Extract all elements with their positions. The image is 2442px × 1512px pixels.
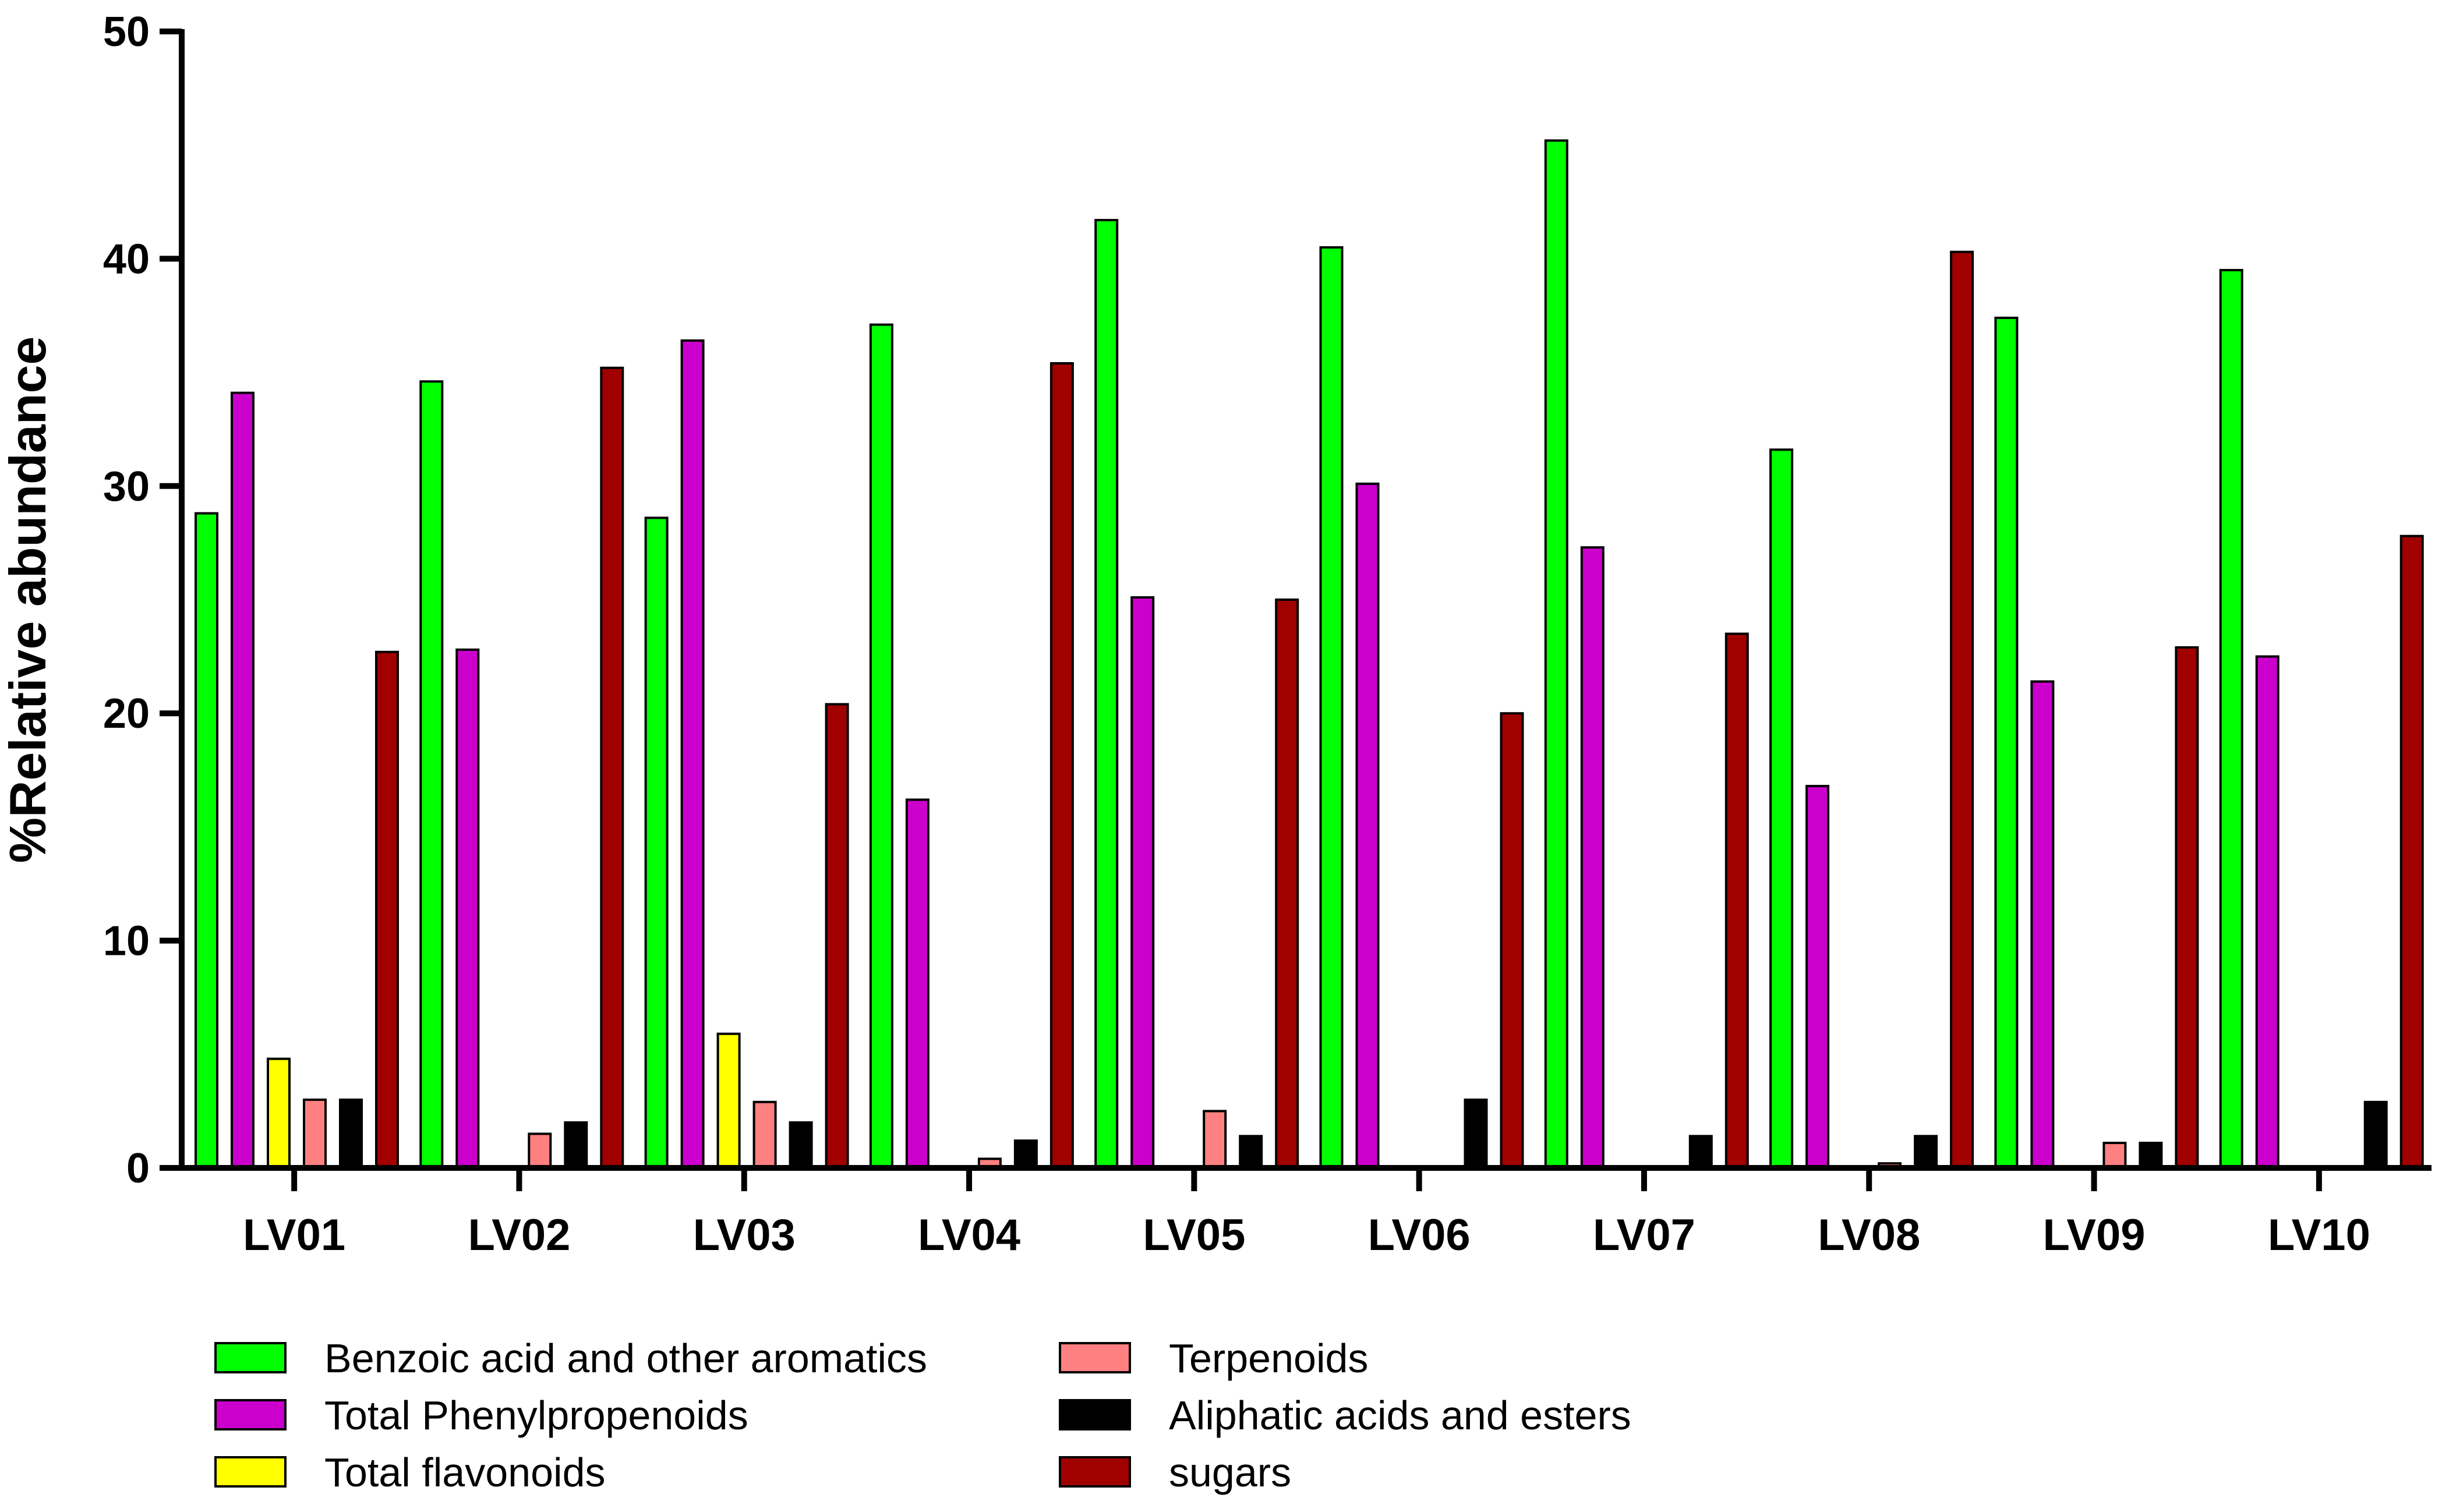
y-tick-label: 50 bbox=[103, 9, 150, 55]
bar-lv04-5 bbox=[1049, 362, 1074, 1169]
bar-lv09-1 bbox=[2030, 680, 2055, 1169]
bar-lv03-4 bbox=[789, 1121, 813, 1170]
bar-lv09-3 bbox=[2102, 1142, 2127, 1170]
legend-label-3: Terpenoids bbox=[1169, 1336, 1368, 1381]
x-tick-label-lv07: LV07 bbox=[1593, 1210, 1695, 1260]
x-tick-label-lv06: LV06 bbox=[1368, 1210, 1471, 1260]
bar-lv06-1 bbox=[1355, 482, 1380, 1169]
x-tick-label-lv02: LV02 bbox=[468, 1210, 570, 1260]
bar-lv01-5 bbox=[375, 650, 399, 1169]
bar-lv01-4 bbox=[339, 1098, 363, 1170]
bar-lv05-1 bbox=[1130, 596, 1155, 1169]
bar-lv03-1 bbox=[680, 339, 705, 1169]
y-axis-title: %Relative abundance bbox=[0, 337, 56, 863]
bar-lv03-5 bbox=[825, 703, 849, 1169]
x-tick-label-lv09: LV09 bbox=[2043, 1210, 2146, 1260]
bar-lv06-4 bbox=[1464, 1098, 1488, 1170]
bar-lv09-0 bbox=[1994, 316, 2019, 1169]
bar-lv07-0 bbox=[1544, 139, 1568, 1170]
bar-lv04-4 bbox=[1013, 1139, 1038, 1169]
bar-lv02-0 bbox=[419, 380, 444, 1170]
bar-lv07-5 bbox=[1724, 632, 1749, 1170]
bar-lv05-5 bbox=[1275, 599, 1299, 1169]
bar-lv04-0 bbox=[869, 323, 893, 1170]
legend-label-5: sugars bbox=[1169, 1450, 1291, 1495]
legend-swatch-4 bbox=[1059, 1399, 1131, 1430]
legend-swatch-0 bbox=[214, 1342, 287, 1373]
bar-lv06-5 bbox=[1500, 712, 1524, 1169]
legend-swatch-1 bbox=[214, 1399, 287, 1430]
y-tick-label: 10 bbox=[103, 918, 150, 965]
x-tick-label-lv01: LV01 bbox=[243, 1210, 345, 1260]
legend-label-1: Total Phenylpropenoids bbox=[324, 1393, 748, 1438]
bar-lv06-0 bbox=[1319, 246, 1344, 1169]
bar-lv03-2 bbox=[716, 1032, 741, 1169]
bar-lv08-1 bbox=[1805, 785, 1830, 1170]
bar-lv10-5 bbox=[2399, 534, 2424, 1169]
x-tick-label-lv08: LV08 bbox=[1818, 1210, 1920, 1260]
legend-swatch-2 bbox=[214, 1456, 287, 1488]
y-tick-label: 20 bbox=[103, 691, 150, 737]
bar-lv05-3 bbox=[1203, 1110, 1227, 1170]
bar-lv01-0 bbox=[195, 512, 218, 1170]
bar-lv01-3 bbox=[303, 1098, 327, 1170]
bar-lv02-4 bbox=[564, 1121, 588, 1170]
bar-lv10-0 bbox=[2219, 268, 2243, 1169]
legend-swatch-5 bbox=[1059, 1456, 1131, 1488]
bar-lv02-1 bbox=[455, 648, 480, 1169]
legend-swatch-3 bbox=[1059, 1342, 1131, 1373]
bar-lv02-5 bbox=[600, 366, 624, 1169]
y-tick-label: 0 bbox=[126, 1145, 150, 1192]
x-tick-label-lv03: LV03 bbox=[693, 1210, 796, 1260]
bar-lv09-5 bbox=[2175, 646, 2199, 1169]
x-tick-label-lv10: LV10 bbox=[2268, 1210, 2370, 1260]
x-tick-label-lv04: LV04 bbox=[918, 1210, 1020, 1260]
bar-lv08-0 bbox=[1769, 448, 1794, 1169]
bar-lv01-1 bbox=[231, 391, 255, 1170]
bar-lv10-1 bbox=[2255, 655, 2280, 1169]
y-tick-label: 30 bbox=[103, 463, 150, 510]
legend-label-2: Total flavonoids bbox=[324, 1450, 606, 1495]
legend-label-4: Aliphatic acids and esters bbox=[1169, 1393, 1631, 1438]
bar-lv04-1 bbox=[905, 798, 930, 1169]
y-tick-label: 40 bbox=[103, 236, 150, 282]
bar-lv03-0 bbox=[644, 516, 669, 1169]
bar-lv05-0 bbox=[1094, 219, 1119, 1170]
bar-lv01-2 bbox=[267, 1057, 291, 1170]
bar-lv07-4 bbox=[1688, 1135, 1713, 1169]
legend-label-0: Benzoic acid and other aromatics bbox=[324, 1336, 927, 1381]
bar-lv10-4 bbox=[2363, 1100, 2388, 1170]
axes-group: 0 10 20 30 40 50 LV01 LV02 LV03 LV04 LV05 LV06 LV07 L… bbox=[103, 9, 2432, 1260]
bar-lv07-1 bbox=[1580, 546, 1605, 1169]
bar-lv09-4 bbox=[2139, 1142, 2163, 1170]
bar-lv05-4 bbox=[1239, 1135, 1263, 1169]
bar-lv08-5 bbox=[1950, 250, 1974, 1169]
bar-lv03-3 bbox=[752, 1100, 777, 1170]
x-tick-label-lv05: LV05 bbox=[1143, 1210, 1245, 1260]
legend: Benzoic acid and other aromatics Total Ph… bbox=[214, 1336, 1631, 1495]
bar-lv08-4 bbox=[1914, 1135, 1938, 1169]
bars-group bbox=[195, 139, 2424, 1170]
bar-lv02-3 bbox=[528, 1132, 552, 1169]
